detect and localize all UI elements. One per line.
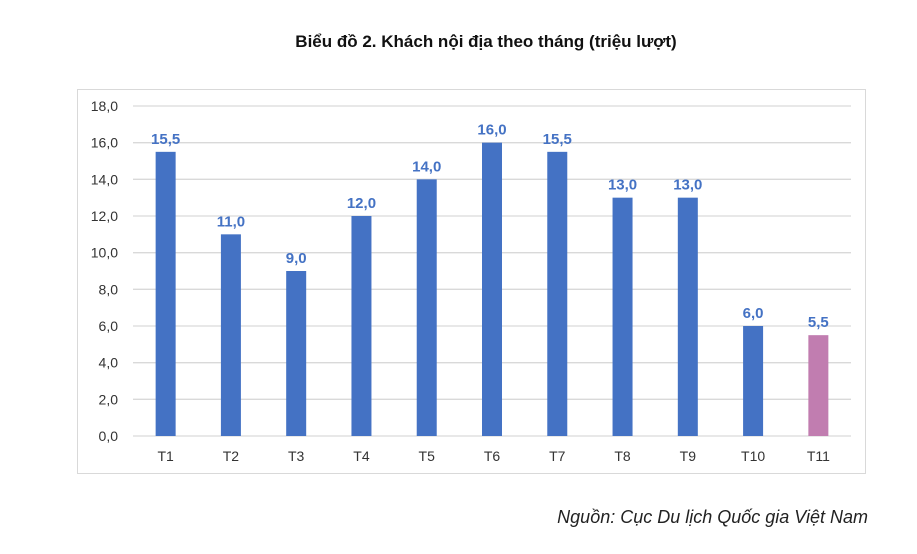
data-label: 15,5: [151, 131, 180, 148]
data-label: 12,0: [347, 195, 376, 212]
data-label: 13,0: [673, 177, 702, 194]
x-tick-label: T10: [741, 448, 765, 464]
chart-frame: [77, 89, 866, 474]
data-label: 6,0: [743, 305, 764, 322]
y-tick-label: 0,0: [99, 428, 119, 444]
bar: [808, 335, 829, 436]
y-tick-label: 18,0: [91, 98, 118, 114]
y-tick-label: 10,0: [91, 245, 118, 261]
data-label: 15,5: [543, 131, 572, 148]
bar: [482, 142, 502, 436]
y-tick-label: 12,0: [91, 208, 118, 224]
y-tick-label: 14,0: [91, 171, 118, 187]
bar: [612, 197, 633, 436]
bar: [743, 326, 764, 436]
chart-title: Biểu đồ 2. Khách nội địa theo tháng (tri…: [295, 32, 677, 51]
data-label: 9,0: [286, 250, 307, 267]
bar: [351, 216, 372, 436]
y-tick-label: 8,0: [99, 281, 119, 297]
bar: [155, 151, 176, 437]
y-tick-label: 6,0: [99, 318, 119, 334]
bar: [220, 234, 241, 436]
x-tick-label: T6: [484, 448, 501, 464]
x-tick-label: T8: [614, 448, 631, 464]
x-tick-label: T5: [419, 448, 436, 464]
source-note: Nguồn: Cục Du lịch Quốc gia Việt Nam: [557, 507, 868, 527]
data-label: 14,0: [412, 158, 441, 175]
x-tick-label: T1: [157, 448, 174, 464]
data-label: 5,5: [808, 314, 829, 331]
bar: [547, 151, 568, 437]
data-label: 11,0: [217, 213, 245, 230]
x-tick-label: T2: [223, 448, 240, 464]
bar: [416, 179, 437, 437]
y-tick-label: 4,0: [99, 355, 119, 371]
x-tick-label: T7: [549, 448, 566, 464]
data-label: 16,0: [477, 122, 506, 139]
y-tick-label: 2,0: [99, 391, 119, 407]
y-tick-label: 16,0: [91, 135, 118, 151]
x-tick-label: T4: [353, 448, 370, 464]
x-tick-label: T9: [680, 448, 697, 464]
bar: [677, 197, 698, 436]
x-tick-label: T11: [807, 448, 830, 464]
x-tick-label: T3: [288, 448, 305, 464]
data-label: 13,0: [608, 177, 637, 194]
bar: [286, 271, 307, 436]
